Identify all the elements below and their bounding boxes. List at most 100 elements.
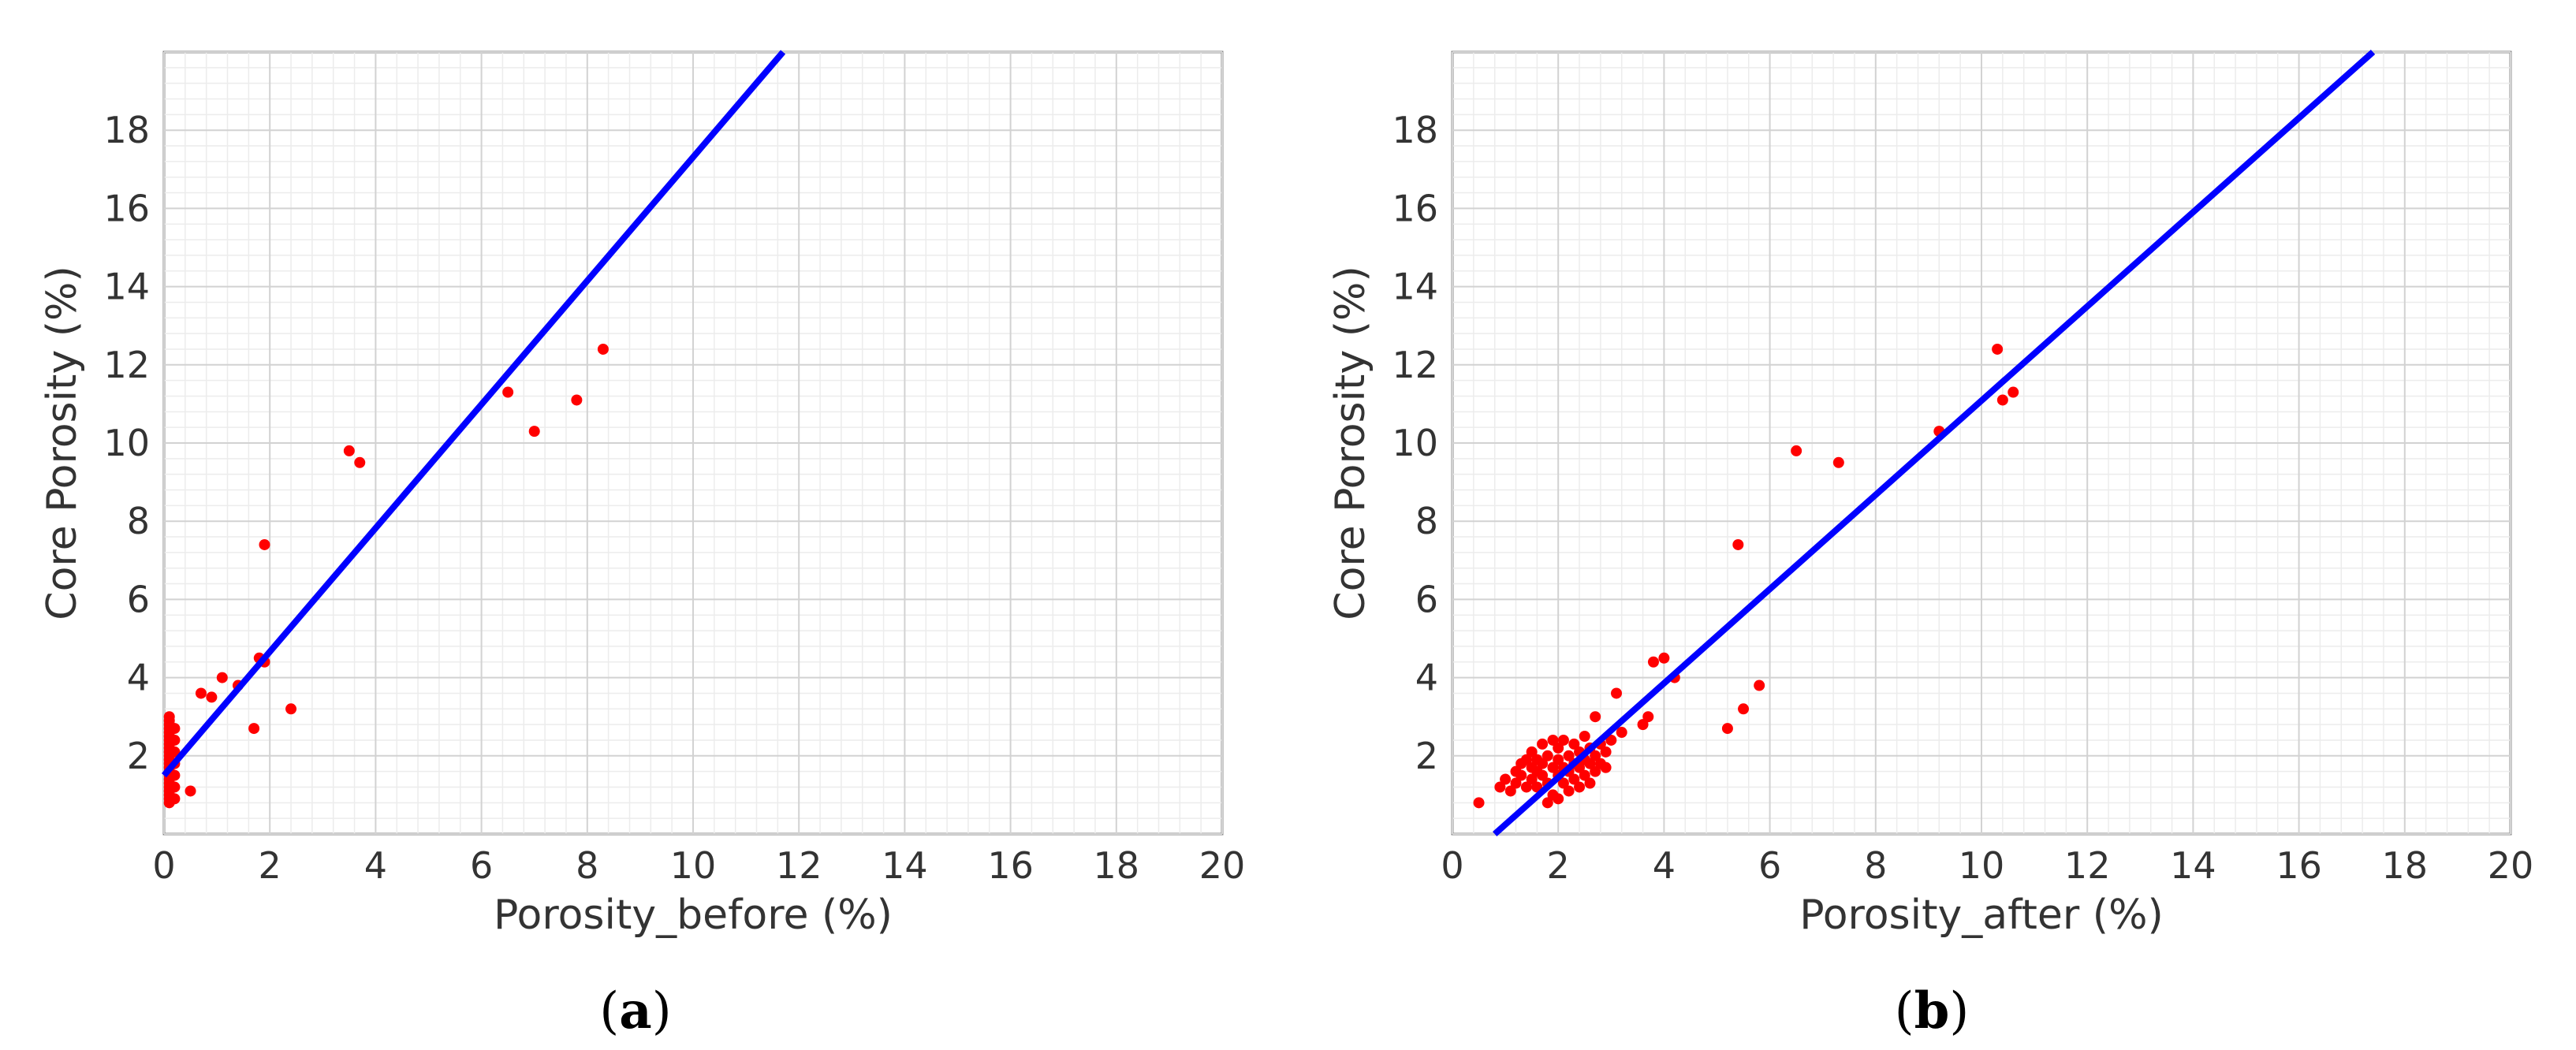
data-point: [1579, 731, 1590, 742]
y-tick-label: 8: [127, 500, 150, 542]
scatter-panel-a: 0 2 4 6 8 10 12 14 16 18 20 2 4 6 8 10 12 14 16 18 Porosit…: [39, 50, 1245, 1041]
y-tick-label: 18: [1392, 109, 1438, 151]
x-tick-label: 0: [1441, 844, 1463, 887]
y-tick-label: 4: [1415, 657, 1438, 699]
x-tick-label: 20: [1199, 844, 1246, 887]
x-tick-label: 10: [670, 844, 717, 887]
data-point: [1584, 777, 1596, 789]
x-axis-label-b: Porosity_after (%): [1799, 892, 2164, 939]
panel-caption-a: (a): [599, 981, 671, 1041]
y-axis-label-a: Core Porosity (%): [39, 266, 86, 620]
x-tick-label: 6: [470, 844, 493, 887]
data-point: [1547, 761, 1559, 773]
x-tick-label: 14: [2170, 844, 2216, 887]
data-point: [1520, 781, 1532, 793]
data-point: [1553, 742, 1564, 754]
x-tick-label: 16: [2276, 844, 2322, 887]
data-point: [2007, 386, 2019, 398]
x-tick-label: 20: [2488, 844, 2534, 887]
data-point: [285, 703, 297, 715]
y-tick-labels-a: 2 4 6 8 10 12 14 16 18: [103, 109, 150, 777]
x-tick-labels-b: 0 2 4 6 8 10 12 14 16 18 20: [1441, 844, 2533, 887]
data-point: [1563, 785, 1575, 797]
x-tick-label: 2: [259, 844, 281, 887]
y-tick-label: 14: [103, 266, 150, 308]
data-point: [1647, 656, 1659, 668]
data-point: [1568, 773, 1580, 785]
panel-caption-letter-b: b: [1914, 981, 1950, 1041]
y-axis-label-b: Core Porosity (%): [1327, 266, 1374, 620]
x-tick-label: 10: [1959, 844, 2005, 887]
data-point: [1611, 687, 1623, 699]
data-point: [1553, 793, 1564, 805]
x-tick-label: 18: [2382, 844, 2429, 887]
y-tick-labels-b: 2 4 6 8 10 12 14 16 18: [1392, 109, 1438, 777]
data-point: [259, 538, 270, 550]
y-tick-label: 14: [1392, 266, 1438, 308]
data-point: [1526, 773, 1538, 785]
x-tick-labels-a: 0 2 4 6 8 10 12 14 16 18 20: [152, 844, 1245, 887]
data-point: [1473, 797, 1485, 809]
data-point: [1574, 781, 1586, 793]
panel-caption-letter-a: a: [619, 981, 651, 1041]
y-tick-label: 6: [127, 578, 150, 620]
data-point: [1541, 797, 1553, 809]
y-tick-label: 16: [103, 187, 150, 229]
data-point: [1510, 777, 1522, 789]
y-tick-label: 18: [103, 109, 150, 151]
data-point: [1515, 769, 1527, 781]
fit-line-b: [1493, 50, 2376, 836]
data-point: [1721, 723, 1733, 735]
data-point: [343, 445, 355, 456]
data-point: [354, 456, 366, 468]
x-tick-label: 14: [882, 844, 928, 887]
x-tick-label: 12: [2064, 844, 2111, 887]
major-grid-a: [163, 51, 1223, 835]
y-tick-label: 12: [103, 344, 150, 386]
data-point: [1605, 734, 1617, 746]
data-point: [206, 691, 218, 703]
data-point: [169, 793, 181, 805]
data-point: [169, 769, 181, 781]
panel-caption-b: (b): [1895, 981, 1970, 1041]
major-grid-b: [1452, 51, 2511, 835]
data-point: [1504, 785, 1516, 797]
data-point: [1642, 711, 1654, 723]
data-point: [571, 394, 583, 406]
data-point: [1992, 343, 2004, 355]
data-point: [185, 785, 196, 797]
y-tick-label: 10: [103, 422, 150, 464]
data-point: [1547, 734, 1559, 746]
y-tick-label: 4: [127, 657, 150, 699]
x-tick-label: 18: [1094, 844, 1140, 887]
data-point: [195, 687, 207, 699]
data-point: [1732, 538, 1744, 550]
x-tick-label: 12: [776, 844, 822, 887]
data-point: [1590, 765, 1601, 777]
data-point: [528, 426, 540, 438]
data-point: [1791, 445, 1802, 456]
data-point: [1563, 750, 1575, 761]
data-point: [1500, 773, 1512, 785]
y-tick-label: 2: [1415, 735, 1438, 777]
data-point: [1557, 734, 1569, 746]
data-point: [1658, 652, 1670, 664]
data-point: [1537, 769, 1549, 781]
data-point: [1520, 754, 1532, 765]
data-point: [502, 386, 514, 398]
data-point: [1537, 758, 1549, 769]
data-point: [1996, 394, 2008, 406]
scatter-panel-b: 0 2 4 6 8 10 12 14 16 18 20 2 4 6 8 10 12 14 16 18 Porosit…: [1327, 50, 2533, 1041]
x-tick-label: 8: [576, 844, 598, 887]
data-point: [169, 746, 181, 758]
scatter-points-b: [1473, 343, 2019, 809]
y-tick-label: 10: [1392, 422, 1438, 464]
y-tick-label: 16: [1392, 187, 1438, 229]
data-point: [1590, 711, 1601, 723]
y-tick-label: 2: [127, 735, 150, 777]
data-point: [1557, 777, 1569, 789]
x-tick-label: 2: [1547, 844, 1570, 887]
data-point: [1568, 738, 1580, 750]
data-point: [597, 343, 609, 355]
